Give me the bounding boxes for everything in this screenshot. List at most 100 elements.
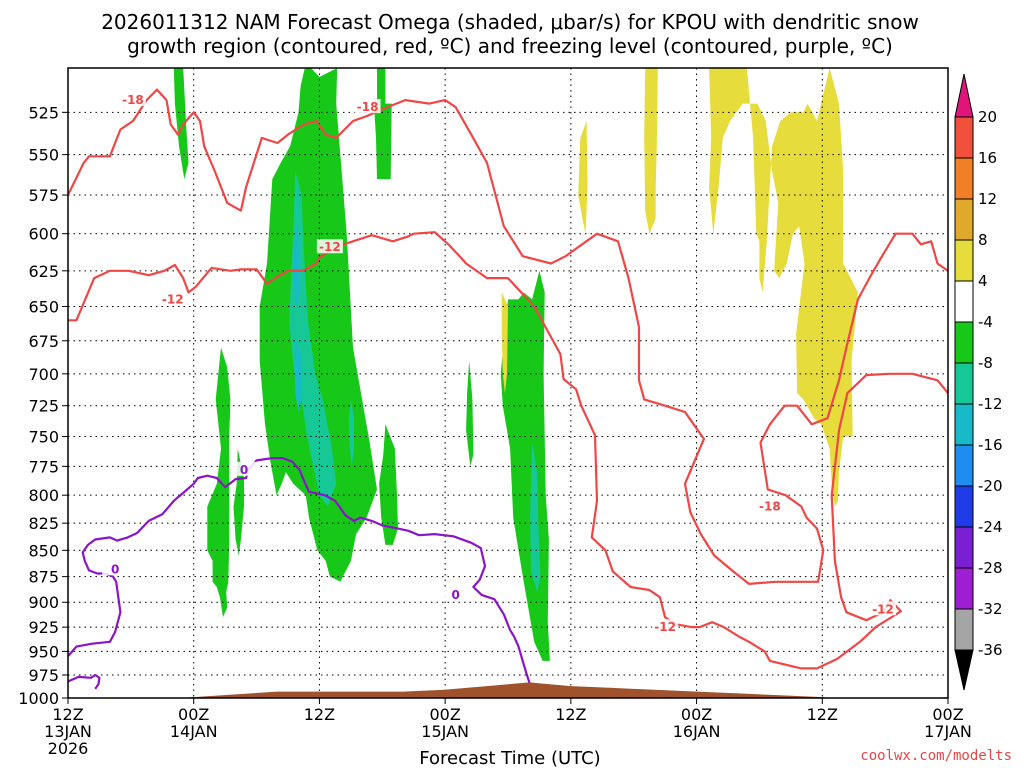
y-tick-label: 675 [28, 332, 59, 351]
contour-label-backing [159, 291, 186, 306]
x-tick-label: 00Z [932, 705, 963, 724]
contour-label: 0 [240, 463, 248, 477]
x-tick-label: 12Z [555, 705, 586, 724]
dgz-temperature-contour [68, 88, 948, 586]
y-tick-label: 875 [28, 568, 59, 587]
contour-label-backing [442, 587, 469, 602]
colorbar-cap-top [954, 73, 974, 118]
contour-label: 0 [111, 562, 119, 576]
y-tick-label: 825 [28, 514, 59, 533]
omega-shading-layer [173, 68, 858, 661]
contour-label-backing [231, 461, 257, 476]
colorbar-band [954, 444, 974, 487]
contour-label: -12 [872, 602, 894, 616]
colorbar-tick-label: 20 [978, 108, 997, 126]
x-axis-label: Forecast Time (UTC) [419, 748, 600, 768]
omega-shaded-region [289, 171, 337, 507]
colorbar-band [954, 116, 974, 159]
omega-shaded-region [379, 424, 398, 545]
credit-text: coolwx.com/modelts [860, 748, 1012, 764]
y-tick-label: 925 [28, 618, 59, 637]
colorbar-band [954, 198, 974, 241]
y-tick-label: 800 [28, 486, 59, 505]
x-tick-label: 2026 [48, 739, 89, 758]
x-tick-label: 00Z [429, 705, 460, 724]
omega-shaded-region [294, 340, 302, 412]
x-tick-label: 12Z [304, 705, 335, 724]
colorbar-tick-label: -28 [978, 559, 1003, 577]
colorbar-band [954, 567, 974, 610]
contour-label-backing [652, 619, 679, 634]
y-tick-label: 650 [28, 297, 59, 316]
colorbar-tick-label: -4 [978, 313, 993, 331]
y-tick-label: 850 [28, 541, 59, 560]
freezing-level-contour [68, 673, 101, 690]
colorbar-tick-label: -16 [978, 436, 1003, 454]
colorbar-tick-label: 16 [978, 149, 997, 167]
x-tick-label: 00Z [178, 705, 209, 724]
x-tick-label: 12Z [52, 705, 83, 724]
freezing-level-contour [68, 457, 532, 685]
colorbar-band [954, 485, 974, 528]
contour-label-backing [870, 601, 897, 616]
plot-frame [67, 67, 949, 699]
contour-label-layer: -18 -18 -12 -12 -18 -12 -12 0 0 0 [102, 92, 897, 634]
colorbar-band [954, 321, 974, 364]
omega-shaded-region [644, 68, 658, 234]
y-axis: 525 550 575 600 625 650 675 700 725 750 775 800 825 8… [18, 103, 68, 708]
plot-area: -18 -18 -12 -12 -18 -12 -12 0 0 0 [68, 68, 948, 698]
y-tick-label: 600 [28, 225, 59, 244]
contour-label-backing [119, 92, 146, 107]
colorbar-band [954, 157, 974, 200]
colorbar-cap-bottom [954, 649, 974, 691]
y-tick-label: 550 [28, 146, 59, 165]
y-tick-label: 975 [28, 666, 59, 685]
contour-label: -18 [122, 93, 144, 107]
x-tick-label: 17JAN [924, 722, 972, 741]
contour-label-backing [354, 99, 381, 114]
colorbar-band [954, 608, 974, 651]
omega-shaded-region [293, 218, 300, 307]
omega-shaded-region [373, 103, 392, 180]
colorbar-band [954, 526, 974, 569]
omega-shaded-region [709, 68, 858, 507]
colorbar-tick-label: -8 [978, 354, 993, 372]
colorbar-band [954, 362, 974, 405]
colorbar-tick-label: 8 [978, 231, 988, 249]
omega-shaded-region [578, 121, 588, 234]
chart-title-line1: 2026011312 NAM Forecast Omega (shaded, μ… [101, 10, 919, 34]
colorbar: 20 16 12 8 4 -4 -8 -12 -16 -20 -24 -28 -32 -36 [954, 73, 1003, 691]
contour-label: -12 [162, 292, 184, 306]
y-tick-label: 750 [28, 428, 59, 447]
y-tick-label: 625 [28, 262, 59, 281]
colorbar-tick-label: -32 [978, 600, 1003, 618]
y-tick-label: 700 [28, 365, 59, 384]
colorbar-tick-label: -20 [978, 477, 1003, 495]
x-tick-label: 15JAN [421, 722, 469, 741]
contour-label: -18 [759, 499, 781, 513]
omega-shaded-region [530, 442, 541, 593]
y-tick-label: 900 [28, 593, 59, 612]
x-tick-label: 00Z [681, 705, 712, 724]
contour-label: 0 [451, 588, 459, 602]
y-tick-label: 775 [28, 457, 59, 476]
contour-label-backing [316, 239, 343, 254]
y-tick-label: 525 [28, 103, 59, 122]
colorbar-tick-label: 4 [978, 272, 988, 290]
colorbar-tick-label: -12 [978, 395, 1003, 413]
omega-shaded-region [207, 347, 231, 618]
colorbar-band [954, 280, 974, 323]
colorbar-band [954, 403, 974, 446]
y-tick-label: 725 [28, 397, 59, 416]
omega-shaded-region [259, 68, 377, 582]
contour-label: -18 [357, 100, 379, 114]
contour-label: -12 [319, 240, 341, 254]
contour-label-backing [756, 498, 783, 513]
x-tick-label: 13JAN [44, 722, 92, 741]
y-tick-label: 1000 [18, 689, 59, 708]
colorbar-band [954, 239, 974, 282]
omega-shaded-region [501, 292, 508, 394]
x-tick-label: 12Z [807, 705, 838, 724]
